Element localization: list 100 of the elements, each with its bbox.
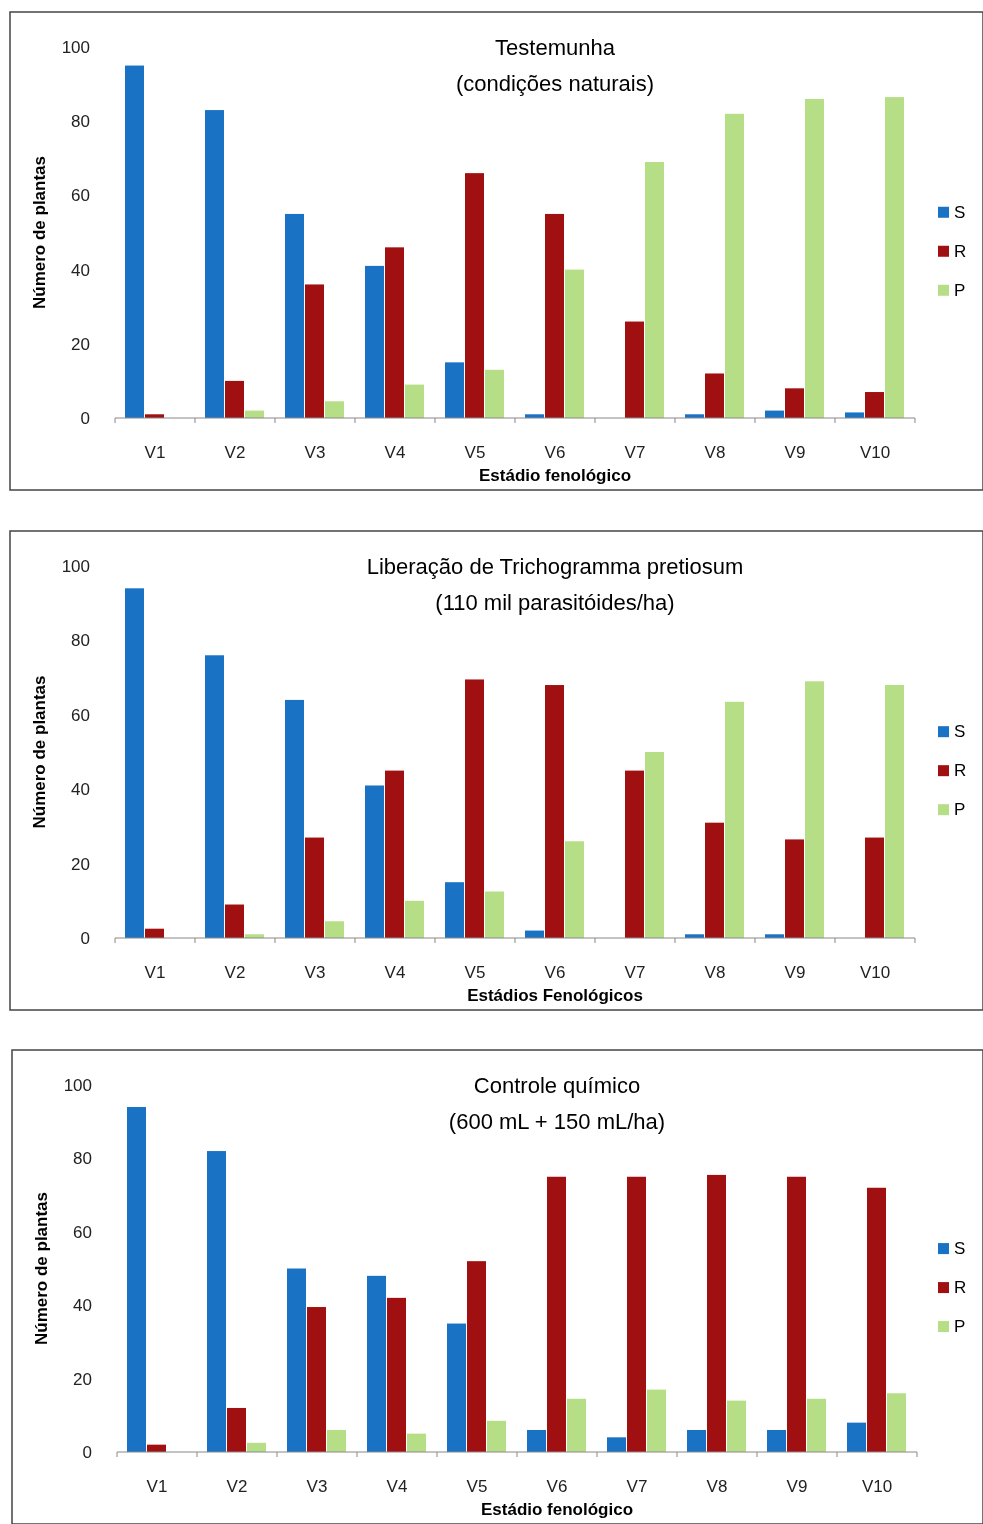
bar	[625, 321, 644, 418]
legend-label: R	[954, 761, 967, 781]
x-tick-label: V5	[464, 963, 486, 982]
bar	[527, 1429, 546, 1452]
bar	[127, 1107, 146, 1452]
bar	[325, 401, 344, 418]
bar	[865, 837, 884, 938]
x-tick-label: V2	[224, 443, 246, 462]
y-tick-label: 100	[61, 557, 90, 576]
bar	[467, 1261, 486, 1452]
bar	[847, 1422, 866, 1452]
x-tick-label: V4	[386, 1477, 408, 1496]
bar	[645, 162, 664, 418]
bar	[387, 1297, 406, 1452]
bar	[727, 1400, 746, 1452]
y-tick-label: 40	[71, 260, 90, 280]
text: (600 mL + 150 mL/ha)	[448, 1109, 666, 1134]
bar	[305, 284, 324, 418]
x-tick-label: V8	[704, 963, 726, 982]
bar	[607, 1437, 626, 1452]
bar	[465, 173, 484, 418]
x-tick-label: V7	[626, 1477, 648, 1496]
bar	[705, 373, 724, 418]
x-tick-label: V6	[544, 443, 566, 462]
y-tick-label: 20	[71, 334, 90, 354]
bar	[407, 1433, 426, 1452]
legend-label: S	[954, 202, 966, 222]
text: (110 mil parasitóides/ha)	[435, 590, 675, 615]
bar	[725, 701, 744, 938]
y-axis-title: Número de plantas	[30, 675, 49, 829]
x-tick-label: V10	[861, 1477, 893, 1496]
bar	[485, 369, 504, 418]
bar	[845, 412, 864, 418]
bar	[327, 1429, 346, 1452]
bar	[285, 699, 304, 938]
bar	[207, 1151, 226, 1452]
x-tick-label: V1	[146, 1477, 168, 1496]
bar	[767, 1429, 786, 1452]
bar	[447, 1323, 466, 1452]
bar	[725, 113, 744, 418]
x-tick-label: V4	[384, 963, 406, 982]
legend-label: S	[954, 722, 966, 742]
bar	[687, 1429, 706, 1452]
x-tick-label: V3	[306, 1477, 328, 1496]
x-tick-label: V2	[224, 963, 246, 982]
x-axis-title: Estádio fenológico	[478, 466, 632, 485]
x-tick-label: V10	[859, 443, 891, 462]
x-tick-label: V9	[784, 443, 806, 462]
bar	[865, 392, 884, 418]
bar	[647, 1389, 666, 1452]
bar	[625, 770, 644, 938]
y-tick-label: 40	[73, 1296, 92, 1316]
bar	[125, 588, 144, 938]
y-tick-label: 80	[71, 631, 90, 651]
x-tick-label: V9	[786, 1477, 808, 1496]
y-tick-label: 80	[71, 112, 90, 132]
bar	[445, 362, 464, 418]
bar	[805, 98, 824, 418]
x-axis-title: Estádios Fenológicos	[467, 986, 643, 1005]
bar	[465, 679, 484, 938]
x-tick-label: V5	[464, 443, 486, 462]
y-tick-label: 0	[82, 1443, 92, 1462]
x-tick-label: V10	[859, 963, 891, 982]
x-tick-label: V3	[304, 443, 326, 462]
chart-title: Testemunha	[495, 35, 616, 60]
bar	[487, 1420, 506, 1452]
bar	[707, 1174, 726, 1452]
bar	[225, 380, 244, 418]
y-tick-label: 40	[71, 780, 90, 800]
bar	[365, 785, 384, 938]
x-tick-label: V9	[784, 963, 806, 982]
bar	[225, 904, 244, 938]
bar	[545, 213, 564, 418]
y-tick-label: 60	[71, 186, 90, 206]
bar	[485, 891, 504, 938]
bar	[405, 900, 424, 938]
bar	[405, 384, 424, 418]
bar	[285, 213, 304, 418]
bar	[545, 685, 564, 938]
bar	[645, 752, 664, 938]
chart-title: Liberação de Trichogramma pretiosum	[366, 554, 744, 579]
y-tick-label: 20	[73, 1369, 92, 1389]
bar	[205, 655, 224, 938]
x-tick-label: V4	[384, 443, 406, 462]
x-tick-label: V1	[144, 443, 166, 462]
bar	[887, 1393, 906, 1452]
legend-label: P	[954, 280, 966, 300]
x-tick-label: V7	[624, 443, 646, 462]
bar	[125, 65, 144, 418]
y-axis-title: Número de plantas	[30, 155, 49, 310]
bar	[307, 1307, 326, 1452]
x-tick-label: V7	[624, 963, 646, 982]
bar	[805, 681, 824, 938]
y-tick-label: 0	[80, 409, 90, 428]
y-tick-label: 60	[71, 705, 90, 725]
bar	[867, 1187, 886, 1452]
y-tick-label: 100	[61, 38, 90, 57]
y-tick-label: 100	[63, 1076, 92, 1095]
bar	[565, 841, 584, 938]
bar	[227, 1407, 246, 1452]
